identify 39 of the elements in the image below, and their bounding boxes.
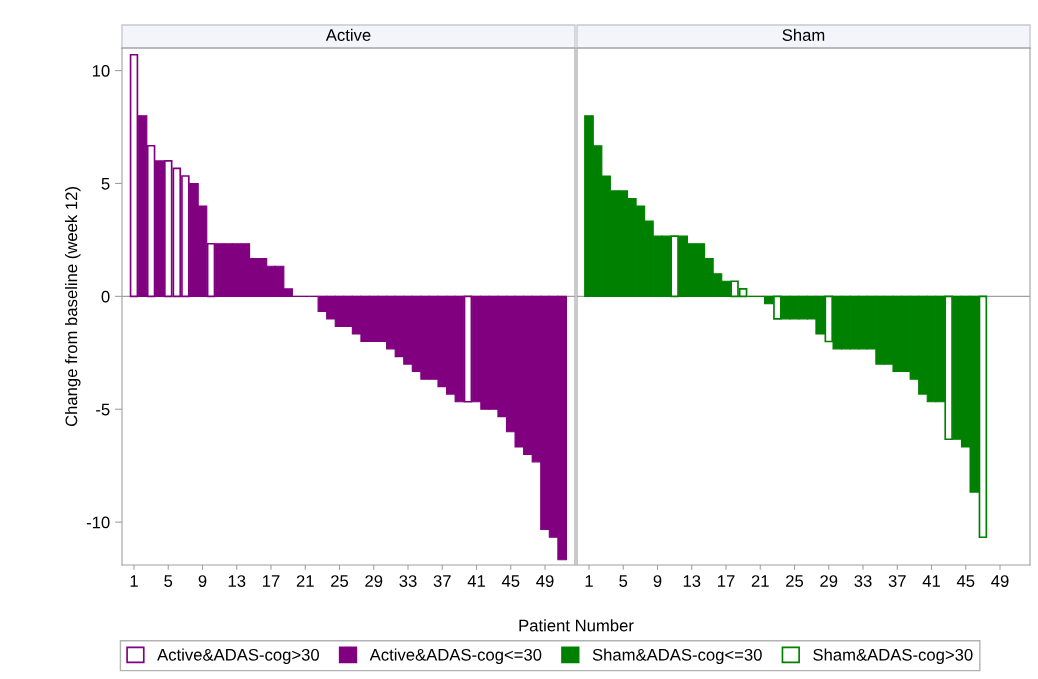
chart-title: Active: [325, 28, 371, 41]
y-tick-label: -5: [96, 403, 110, 416]
x-tick-label: 37: [433, 575, 451, 587]
x-tick-label: 45: [956, 575, 975, 587]
x-tick-label: 25: [331, 575, 349, 587]
x-tick-label: 17: [718, 575, 735, 587]
x-tick-label: 33: [399, 575, 417, 587]
x-tick-label: 21: [296, 575, 314, 587]
x-tick-label: 17: [263, 575, 280, 587]
x-tick-label: 25: [786, 575, 804, 587]
y-tick-label: 10: [92, 64, 110, 77]
x-tick-label: 41: [922, 575, 940, 587]
y-axis-title: Change from baseline (week 12): [65, 187, 81, 427]
legend-label: Sham&ADAS-cog>30: [813, 648, 973, 664]
x-tick-label: 9: [198, 575, 207, 587]
x-tick-label: 45: [501, 575, 520, 587]
x-tick-label: 5: [164, 575, 173, 587]
x-tick-label: 1: [130, 575, 138, 587]
x-tick-label: 13: [228, 575, 246, 587]
y-tick-label: 0: [101, 290, 110, 303]
y-tick-label: 5: [101, 178, 110, 190]
legend-label: Sham&ADAS-cog<=30: [592, 648, 762, 664]
chart-title: Sham: [782, 28, 825, 41]
x-tick-label: 9: [653, 575, 662, 587]
x-tick-label: 49: [536, 575, 554, 587]
x-tick-label: 13: [683, 575, 701, 587]
legend-label: Active&ADAS-cog>30: [157, 648, 320, 664]
x-tick-label: 21: [751, 575, 769, 587]
x-tick-label: 49: [991, 575, 1009, 587]
x-tick-label: 33: [854, 575, 872, 587]
y-tick-label: -10: [86, 516, 110, 529]
x-tick-label: 37: [888, 575, 906, 587]
x-tick-label: 29: [365, 575, 383, 587]
x-axis-title: Patient Number: [519, 619, 634, 632]
legend-label: Active&ADAS-cog<=30: [369, 648, 542, 664]
x-tick-label: 1: [585, 575, 593, 587]
x-tick-label: 41: [467, 575, 485, 587]
x-tick-label: 29: [820, 575, 838, 587]
x-tick-label: 5: [619, 575, 628, 587]
